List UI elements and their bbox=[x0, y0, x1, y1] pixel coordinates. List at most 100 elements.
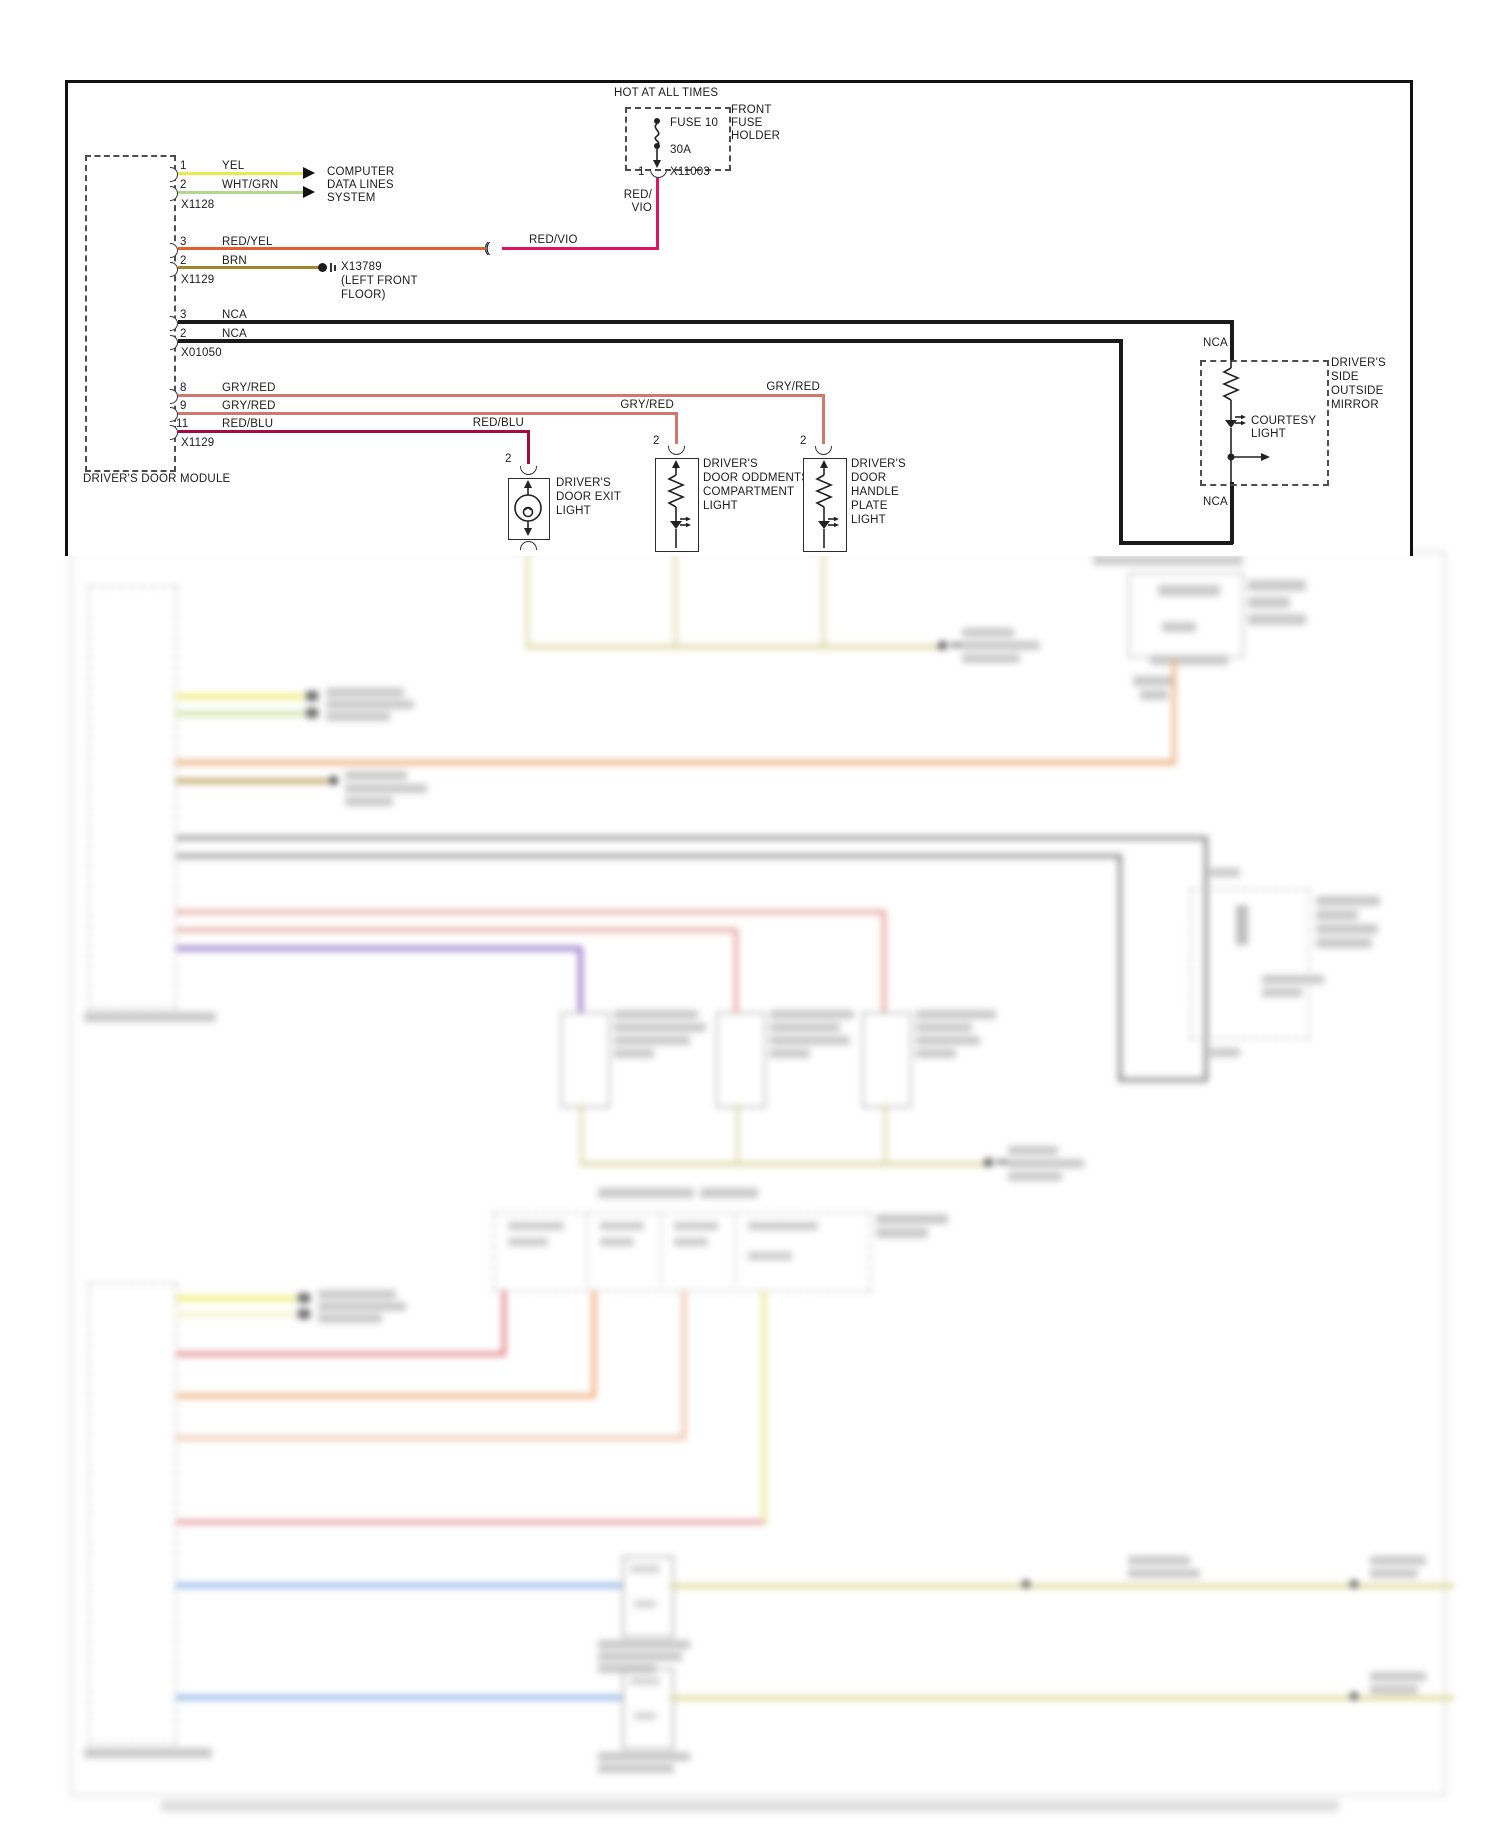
pin-arc bbox=[170, 335, 178, 350]
handle-light-label-4: PLATE bbox=[851, 500, 888, 512]
wire-nca-1 bbox=[178, 320, 1234, 324]
connector-x01050-label: X01050 bbox=[181, 347, 222, 359]
wire-nca-1-label: NCA bbox=[222, 309, 247, 321]
sharp-diagram-content: HOT AT ALL TIMES FUSE 10 30A FRONT FUSE … bbox=[0, 0, 1500, 553]
oddments-light-label-4: LIGHT bbox=[703, 500, 738, 512]
computer-data-lines-1: COMPUTER bbox=[327, 166, 395, 178]
arrow-right-icon bbox=[303, 186, 315, 198]
x11003-pin-label: 1 bbox=[638, 166, 645, 178]
splice-location-2: FLOOR) bbox=[341, 289, 386, 301]
handle-light-label-1: DRIVER'S bbox=[851, 458, 906, 470]
wire-red-vio-vertical bbox=[656, 178, 659, 250]
wire-gry-red-9 bbox=[178, 412, 678, 415]
wire-red-blu-vertical bbox=[527, 430, 530, 464]
mirror-courtesy-led-icon bbox=[1221, 360, 1270, 482]
mirror-label-3: OUTSIDE bbox=[1331, 385, 1384, 397]
oddments-light-pin: 2 bbox=[653, 435, 660, 447]
mirror-label-2: SIDE bbox=[1331, 371, 1359, 383]
handle-light-label-2: DOOR bbox=[851, 472, 887, 484]
pin-arc bbox=[170, 389, 178, 404]
splice-location-1: (LEFT FRONT bbox=[341, 275, 418, 287]
wire-yel-label: YEL bbox=[222, 160, 245, 172]
pin-5-number: 3 bbox=[180, 309, 187, 321]
wire-red-blu-label-2: RED/BLU bbox=[472, 417, 524, 429]
exit-light-label-1: DRIVER'S bbox=[556, 477, 611, 489]
wire-red-yel bbox=[178, 247, 486, 250]
wire-gry-red-8-label-2: GRY/RED bbox=[766, 381, 820, 393]
splice-x13789-label: X13789 bbox=[341, 261, 382, 273]
connector-x1129-label: X1129 bbox=[181, 274, 215, 286]
oddments-light-connector-icon bbox=[668, 446, 685, 455]
splice-dot-icon bbox=[318, 263, 327, 272]
wire-brn bbox=[178, 266, 320, 269]
computer-data-lines-2: DATA LINES bbox=[327, 179, 394, 191]
courtesy-light-label-1: COURTESY bbox=[1251, 415, 1317, 427]
wire-yel bbox=[178, 172, 303, 175]
fuse-holder-label-3: HOLDER bbox=[731, 130, 781, 142]
splice-tick bbox=[330, 263, 332, 272]
fuse-rating-label: 30A bbox=[670, 144, 692, 156]
wire-gry-red-8-vertical bbox=[822, 394, 825, 444]
handle-light-label-5: LIGHT bbox=[851, 514, 886, 526]
wire-nca-2-label: NCA bbox=[222, 328, 247, 340]
arrow-right-icon bbox=[303, 167, 315, 179]
pin-7-number: 8 bbox=[180, 382, 187, 394]
pin-6-number: 2 bbox=[180, 328, 187, 340]
wire-red-vio-v-label-1: RED/ bbox=[623, 189, 652, 201]
pin-4-number: 2 bbox=[180, 255, 187, 267]
computer-data-lines-3: SYSTEM bbox=[327, 192, 376, 204]
led-resistor-icon bbox=[814, 460, 839, 548]
wire-red-vio-v-label-2: VIO bbox=[631, 202, 652, 214]
wire-nca-1-vertical bbox=[1230, 320, 1234, 360]
splice-tick bbox=[334, 265, 336, 271]
wire-red-blu-label: RED/BLU bbox=[222, 418, 274, 430]
connector-x1128-label: X1128 bbox=[181, 199, 215, 211]
pin-2-number: 2 bbox=[180, 179, 187, 191]
x11003-label: X11003 bbox=[670, 166, 710, 178]
fuse-holder-box bbox=[625, 107, 731, 171]
wire-red-yel-label: RED/YEL bbox=[222, 236, 273, 248]
oddments-light-label-1: DRIVER'S bbox=[703, 458, 758, 470]
pin-9-number: 11 bbox=[176, 418, 189, 430]
wire-gry-red-9-label-2: GRY/RED bbox=[620, 399, 674, 411]
drivers-door-module-box bbox=[85, 155, 176, 472]
nca-top-label: NCA bbox=[1203, 337, 1228, 349]
incandescent-bulb-icon bbox=[514, 480, 542, 536]
wire-red-vio-h-label: RED/VIO bbox=[529, 234, 578, 246]
pin-1-number: 1 bbox=[180, 160, 187, 172]
wire-red-blu bbox=[178, 430, 530, 433]
mirror-box bbox=[1200, 360, 1329, 486]
handle-light-connector-icon bbox=[815, 446, 832, 455]
nca-bottom-label: NCA bbox=[1203, 496, 1228, 508]
wire-nca-return-horizontal bbox=[1119, 541, 1233, 545]
wire-nca-2-vertical bbox=[1119, 339, 1123, 545]
exit-light-pin: 2 bbox=[505, 453, 512, 465]
pin-arc bbox=[170, 243, 178, 258]
wire-brn-label: BRN bbox=[222, 255, 247, 267]
wire-gry-red-8 bbox=[178, 394, 824, 397]
pin-arc bbox=[170, 186, 178, 201]
x11003-connector-icon bbox=[650, 169, 667, 178]
pin-arc bbox=[170, 316, 178, 331]
fuse-holder-label-2: FUSE bbox=[731, 117, 763, 129]
exit-light-label-3: LIGHT bbox=[556, 505, 591, 517]
oddments-light-label-2: DOOR ODDMENTS bbox=[703, 472, 810, 484]
handle-light-pin: 2 bbox=[800, 435, 807, 447]
oddments-light-box bbox=[655, 458, 699, 552]
pin-3-number: 3 bbox=[180, 236, 187, 248]
hot-at-all-times-label: HOT AT ALL TIMES bbox=[614, 87, 719, 99]
pin-8-number: 9 bbox=[180, 400, 187, 412]
connector-x1129b-label: X1129 bbox=[181, 437, 215, 449]
wire-wht-grn-label: WHT/GRN bbox=[222, 179, 279, 191]
wire-wht-grn bbox=[178, 191, 303, 194]
fuse-name-label: FUSE 10 bbox=[670, 117, 719, 129]
fuse-holder-label-1: FRONT bbox=[731, 104, 772, 116]
wire-red-vio-horizontal bbox=[502, 247, 659, 250]
pin-arc bbox=[170, 262, 178, 277]
wire-gry-red-9-label: GRY/RED bbox=[222, 400, 276, 412]
wire-nca-2 bbox=[178, 339, 1123, 343]
oddments-light-label-3: COMPARTMENT bbox=[703, 486, 795, 498]
wire-gry-red-8-label: GRY/RED bbox=[222, 382, 276, 394]
